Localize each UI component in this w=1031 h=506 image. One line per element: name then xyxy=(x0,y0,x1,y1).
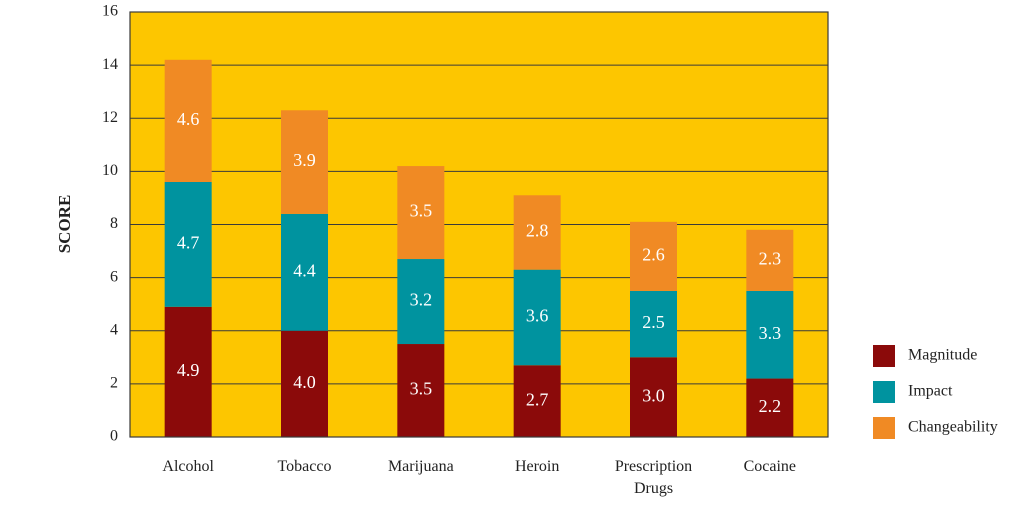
x-tick-label-line: Prescription xyxy=(615,458,692,475)
y-tick-label: 12 xyxy=(102,109,118,126)
data-label: 2.6 xyxy=(642,245,665,265)
x-tick-label-line: Drugs xyxy=(634,480,673,497)
data-label: 3.0 xyxy=(642,385,665,405)
bar-segment xyxy=(397,259,445,345)
data-label: 4.6 xyxy=(177,109,200,129)
bar-segment xyxy=(630,221,677,291)
y-tick-label: 0 xyxy=(110,428,118,445)
bar-segment xyxy=(164,306,212,437)
x-tick-label-line: Marijuana xyxy=(388,458,454,475)
x-tick-label: Heroin xyxy=(515,458,559,475)
bar-segment xyxy=(630,290,677,358)
y-tick-label: 14 xyxy=(102,56,118,73)
x-tick-label: Prescription Drugs xyxy=(615,458,692,497)
bar-segment xyxy=(281,330,328,437)
x-tick-label-line: Cocaine xyxy=(744,458,796,475)
bar-segment xyxy=(630,357,677,437)
x-tick-label: Alcohol xyxy=(162,458,214,475)
bar-segment xyxy=(397,344,445,437)
y-tick-label: 16 xyxy=(102,3,118,20)
legend-swatch xyxy=(873,381,895,403)
bar-segment xyxy=(746,290,794,379)
data-label: 3.5 xyxy=(410,201,433,221)
bar-segment xyxy=(746,229,794,291)
bar-segment xyxy=(164,182,212,307)
data-label: 2.2 xyxy=(759,396,782,416)
x-tick-label: Marijuana xyxy=(388,458,454,475)
y-axis-label: SCORE xyxy=(55,195,74,254)
x-tick-label-line: Heroin xyxy=(515,458,559,475)
legend-swatch xyxy=(873,417,895,439)
data-label: 3.2 xyxy=(410,290,433,310)
data-label: 2.3 xyxy=(759,248,782,268)
bar-segment xyxy=(281,110,328,214)
bar-segment xyxy=(513,365,561,437)
y-tick-label: 10 xyxy=(102,162,118,179)
data-label: 3.5 xyxy=(410,379,433,399)
bar-segment xyxy=(397,166,445,260)
y-tick-label: 2 xyxy=(110,375,118,392)
y-tick-label: 6 xyxy=(110,268,118,285)
bar-segment xyxy=(281,213,328,331)
data-label: 2.5 xyxy=(642,312,665,332)
plot-border xyxy=(129,11,829,438)
legend-label: Changeability xyxy=(908,419,998,436)
data-label: 4.0 xyxy=(293,372,316,392)
legend-label: Impact xyxy=(908,383,953,400)
data-label: 2.7 xyxy=(526,389,549,409)
bar-segment xyxy=(513,269,561,366)
data-label: 4.9 xyxy=(177,360,200,380)
data-label: 4.7 xyxy=(177,233,200,253)
data-label: 3.9 xyxy=(293,150,316,170)
data-label: 4.4 xyxy=(293,260,316,280)
legend-swatch xyxy=(873,345,895,367)
y-tick-label: 4 xyxy=(110,321,118,338)
bar-segment xyxy=(513,195,561,270)
x-tick-label: Cocaine xyxy=(744,458,796,475)
legend-label: Magnitude xyxy=(908,347,977,364)
bar-segment xyxy=(164,59,212,182)
y-tick-label: 8 xyxy=(110,215,118,232)
x-tick-label-line: Alcohol xyxy=(162,458,214,475)
data-label: 3.3 xyxy=(759,323,782,343)
bar-segment xyxy=(746,378,794,437)
data-label: 3.6 xyxy=(526,306,549,326)
data-label: 2.8 xyxy=(526,221,549,241)
x-tick-label: Tobacco xyxy=(278,458,332,475)
x-tick-label-line: Tobacco xyxy=(278,458,332,475)
